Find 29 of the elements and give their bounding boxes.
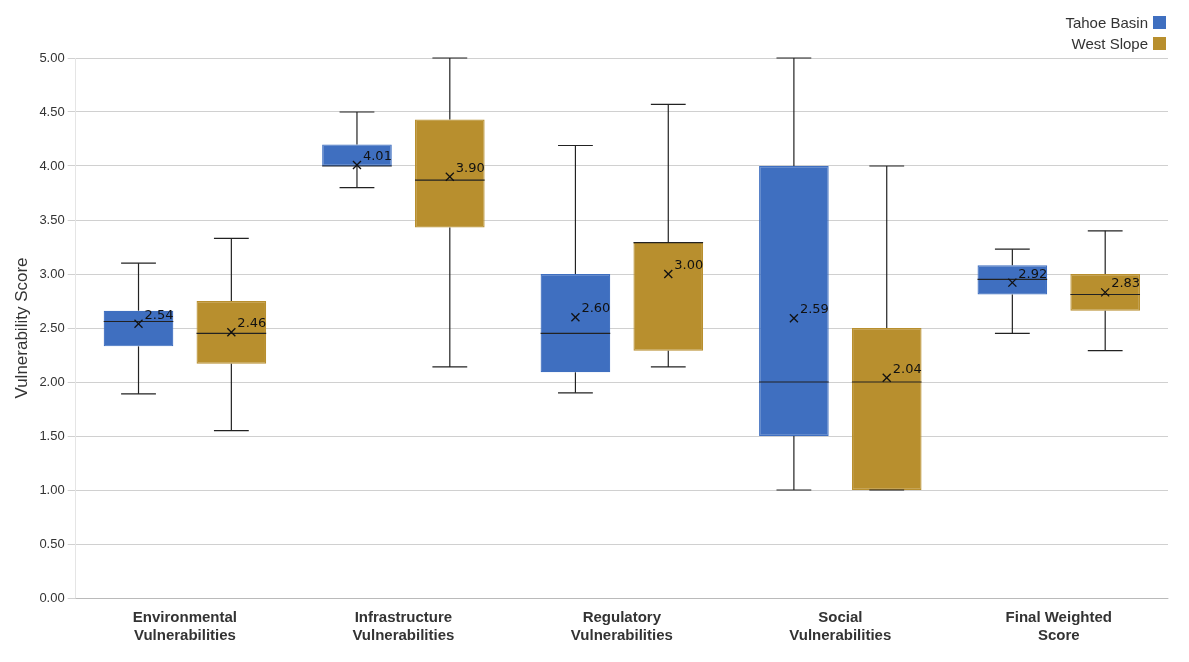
y-tick-label: 4.50 — [39, 103, 65, 119]
text: 2.60 — [581, 300, 611, 316]
text: 3.00 — [674, 256, 704, 272]
y-tick-label: 3.50 — [39, 211, 65, 227]
text: 2.04 — [892, 360, 922, 376]
y-tick-label: 2.00 — [39, 373, 65, 389]
y-tick-label: 1.50 — [39, 427, 65, 443]
y-tick-label: 0.50 — [39, 535, 65, 551]
text: 4.01 — [362, 147, 392, 163]
text: 2.54 — [144, 306, 174, 322]
text: 2.83 — [1111, 275, 1141, 291]
x-tick-label: Infrastructure Vulnerabilities — [352, 608, 455, 644]
text: 2.59 — [799, 301, 829, 317]
x-tick-label: Environmental Vulnerabilities — [132, 608, 238, 644]
legend-label: Tahoe Basin — [1065, 14, 1148, 31]
y-tick-label: 5.00 — [39, 49, 65, 65]
y-tick-label: 3.00 — [39, 265, 65, 281]
y-tick-label: 4.00 — [39, 157, 65, 173]
x-tick-label: Final Weighted Score — [1005, 608, 1112, 644]
y-tick-label: 1.00 — [39, 481, 65, 497]
text: 3.90 — [455, 159, 485, 175]
x-tick-label: Social Vulnerabilities — [789, 608, 892, 644]
text: 2.46 — [237, 315, 267, 331]
y-tick-label: 2.50 — [39, 319, 65, 335]
y-axis-title: Vulnerability Score — [11, 257, 31, 399]
y-tick-label: 0.00 — [39, 589, 65, 605]
text: 2.92 — [1018, 265, 1048, 281]
legend-label: West Slope — [1071, 35, 1148, 52]
x-tick-label: Regulatory Vulnerabilities — [570, 608, 673, 644]
